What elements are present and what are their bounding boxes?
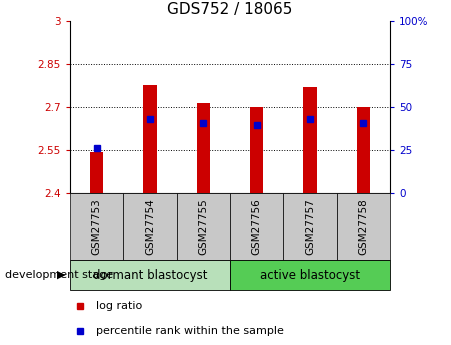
Bar [70, 260, 230, 290]
Title: GDS752 / 18065: GDS752 / 18065 [167, 2, 293, 17]
Text: GSM27755: GSM27755 [198, 198, 208, 255]
Bar [250, 107, 263, 193]
Bar [143, 85, 156, 193]
Bar [304, 87, 317, 193]
Text: GSM27756: GSM27756 [252, 198, 262, 255]
Text: active blastocyst: active blastocyst [260, 269, 360, 282]
Bar [230, 260, 390, 290]
Text: GSM27757: GSM27757 [305, 198, 315, 255]
Bar [230, 193, 283, 260]
Bar [283, 193, 337, 260]
Text: GSM27758: GSM27758 [359, 198, 368, 255]
Bar [90, 151, 103, 193]
Text: percentile rank within the sample: percentile rank within the sample [96, 326, 283, 336]
Text: GSM27753: GSM27753 [92, 198, 101, 255]
Bar [70, 193, 123, 260]
Text: dormant blastocyst: dormant blastocyst [93, 269, 207, 282]
Text: ▶: ▶ [57, 270, 65, 280]
Text: log ratio: log ratio [96, 302, 142, 311]
Bar [357, 107, 370, 193]
Text: GSM27754: GSM27754 [145, 198, 155, 255]
Bar [337, 193, 390, 260]
Bar [177, 193, 230, 260]
Bar [197, 103, 210, 193]
Text: development stage: development stage [5, 270, 113, 280]
Bar [123, 193, 177, 260]
